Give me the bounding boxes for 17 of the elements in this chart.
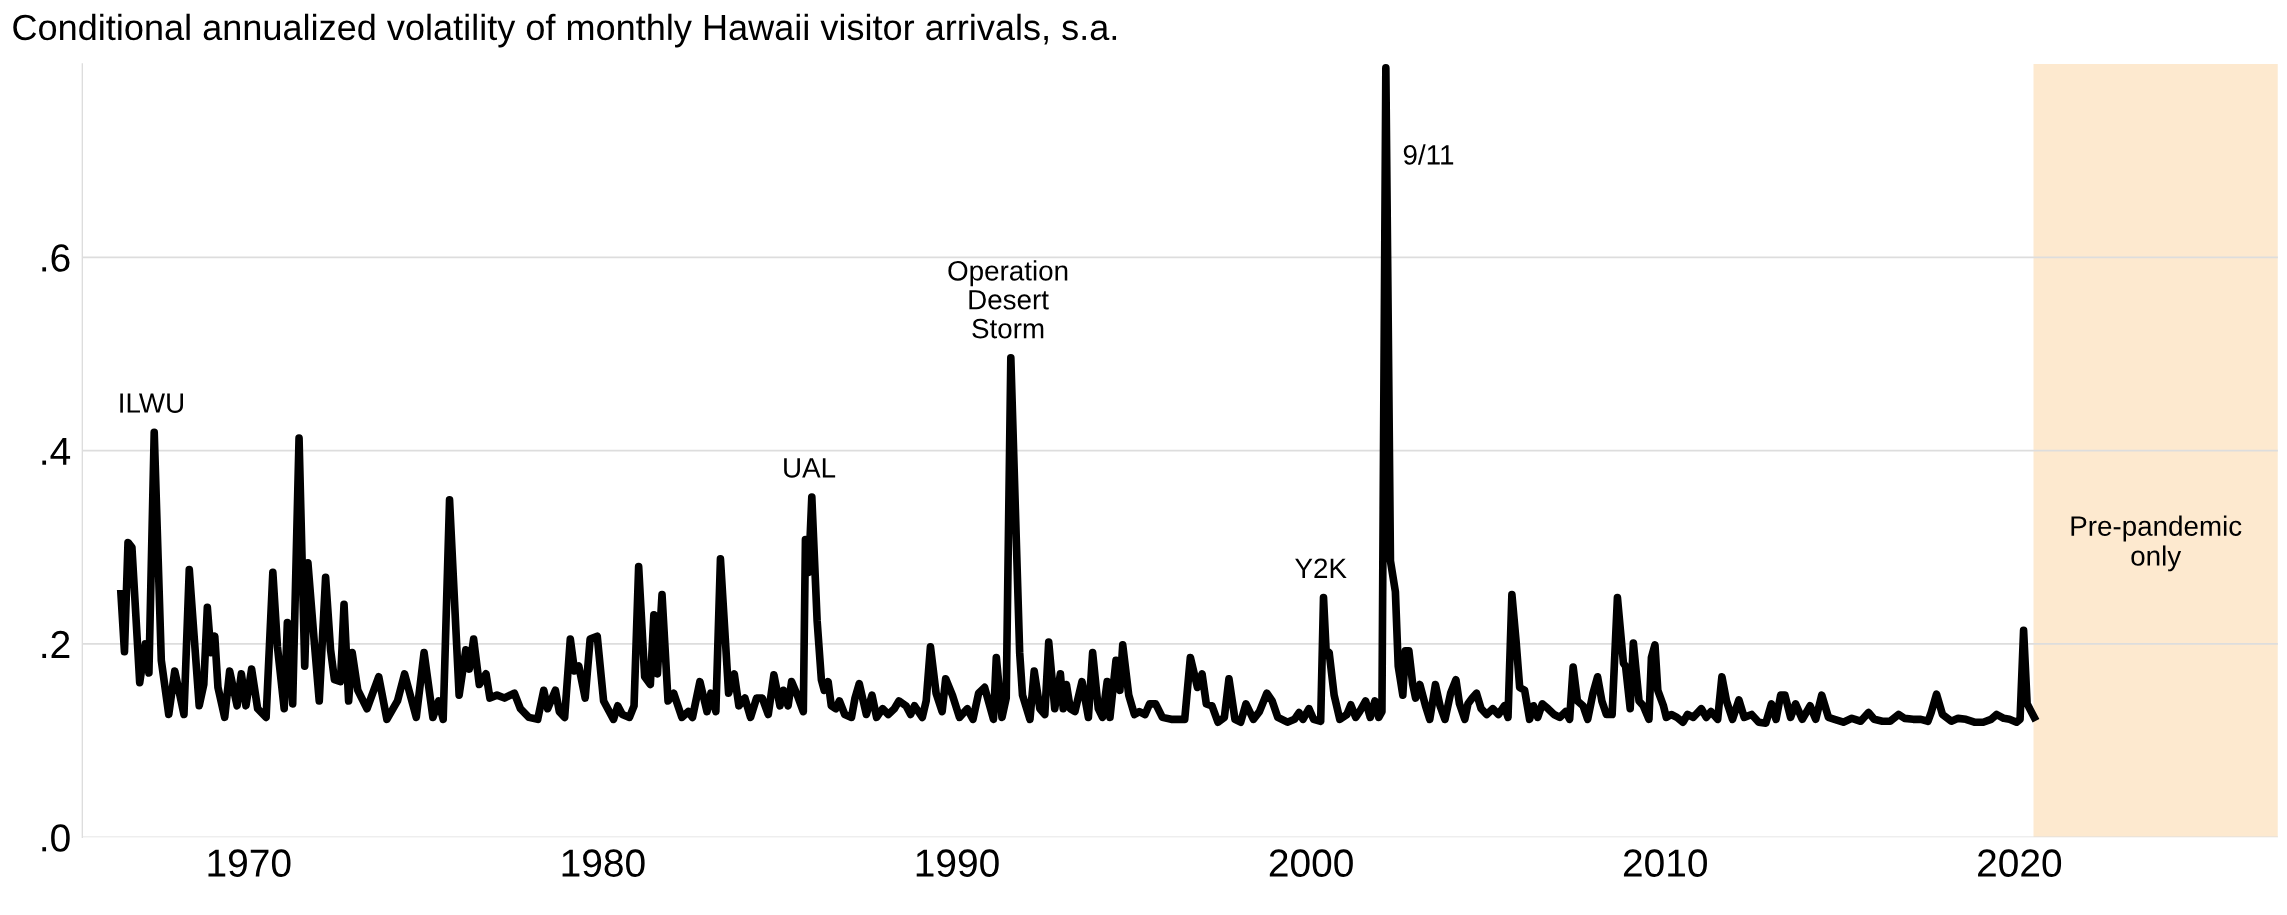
x-tick-label: 2020 [1978, 849, 2062, 877]
x-tick-label: 2010 [1623, 849, 1707, 877]
chart-title: Conditional annualized volatility of monthly Hawaii visitor arrivals, s.a. [13, 13, 1117, 48]
y-tick-label: .4 [42, 437, 71, 465]
y-tick-label: .0 [42, 824, 70, 852]
annotation: ILWU [120, 393, 183, 413]
band-label: Pre-pandemic only [2071, 515, 2242, 572]
x-tick-label: 1980 [562, 849, 645, 877]
y-tick-label: .6 [42, 244, 70, 272]
annotation: UAL [784, 458, 836, 478]
x-tick-label: 1970 [208, 849, 291, 877]
x-tick-label: 2000 [1269, 849, 1353, 877]
annotation: Y2K [1295, 558, 1347, 578]
annotation: 9/11 [1403, 144, 1454, 165]
x-tick-label: 1990 [916, 849, 999, 877]
annotation: Operation Desert Storm [948, 260, 1068, 339]
y-tick-label: .2 [42, 630, 70, 659]
